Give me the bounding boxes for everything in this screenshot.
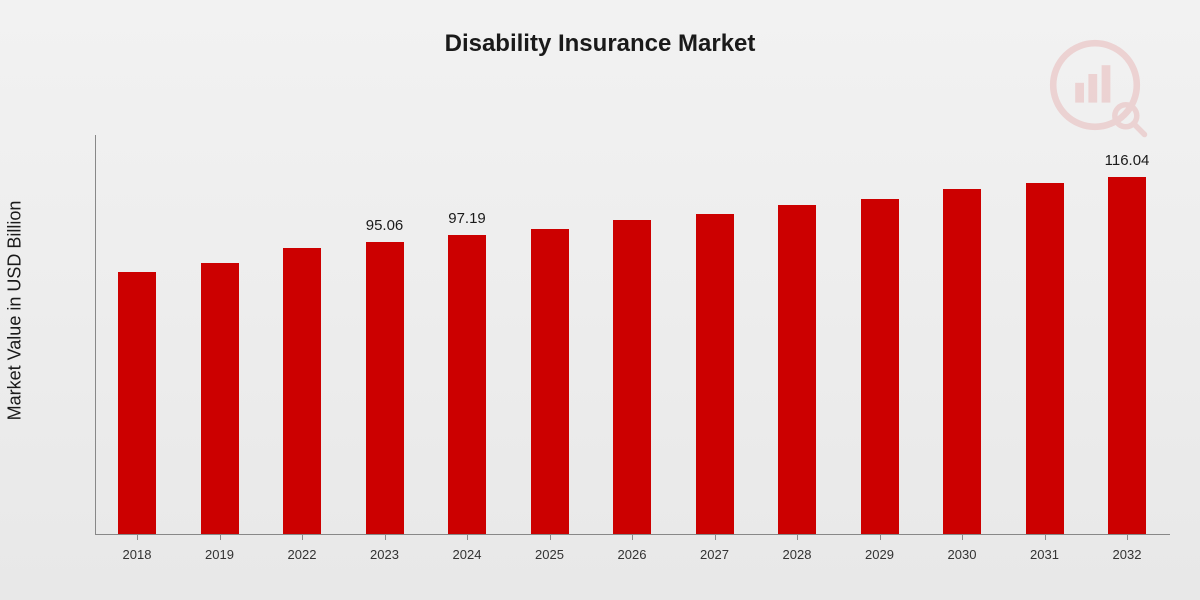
x-axis-label: 2028: [783, 547, 812, 562]
bar: [283, 248, 321, 534]
bar-value-label: 116.04: [1105, 152, 1150, 169]
chart-title: Disability Insurance Market: [0, 0, 1200, 58]
x-axis-label: 2030: [948, 547, 977, 562]
y-axis-label: Market Value in USD Billion: [5, 201, 26, 421]
x-tick: [880, 534, 881, 540]
watermark-logo-icon: [1040, 30, 1150, 140]
x-tick: [1127, 534, 1128, 540]
x-axis-label: 2029: [865, 547, 894, 562]
x-axis-label: 2031: [1030, 547, 1059, 562]
bar: [613, 220, 651, 534]
x-tick: [715, 534, 716, 540]
x-axis-label: 2024: [453, 547, 482, 562]
x-tick: [220, 534, 221, 540]
bar: [861, 199, 899, 534]
x-tick: [797, 534, 798, 540]
chart-container: 201820192022202395.06202497.192025202620…: [95, 135, 1170, 535]
bar: [366, 242, 404, 534]
x-tick: [467, 534, 468, 540]
bar: [696, 214, 734, 534]
x-axis-label: 2027: [700, 547, 729, 562]
x-tick: [302, 534, 303, 540]
x-axis-label: 2019: [205, 547, 234, 562]
bar: [531, 229, 569, 534]
x-tick: [385, 534, 386, 540]
x-tick: [632, 534, 633, 540]
x-tick: [1045, 534, 1046, 540]
x-axis-label: 2022: [288, 547, 317, 562]
bar-value-label: 95.06: [366, 217, 404, 234]
x-tick: [550, 534, 551, 540]
x-axis-label: 2032: [1113, 547, 1142, 562]
bar: [1026, 183, 1064, 534]
x-axis-label: 2023: [370, 547, 399, 562]
x-tick: [962, 534, 963, 540]
x-axis-label: 2018: [123, 547, 152, 562]
x-tick: [137, 534, 138, 540]
bar: [943, 189, 981, 534]
bar: [778, 205, 816, 534]
bar: [448, 235, 486, 534]
bar: [201, 263, 239, 534]
bar-value-label: 97.19: [448, 210, 486, 227]
x-axis-label: 2025: [535, 547, 564, 562]
bar: [1108, 177, 1146, 534]
bar: [118, 272, 156, 534]
x-axis-label: 2026: [618, 547, 647, 562]
plot-area: 201820192022202395.06202497.192025202620…: [95, 135, 1170, 535]
